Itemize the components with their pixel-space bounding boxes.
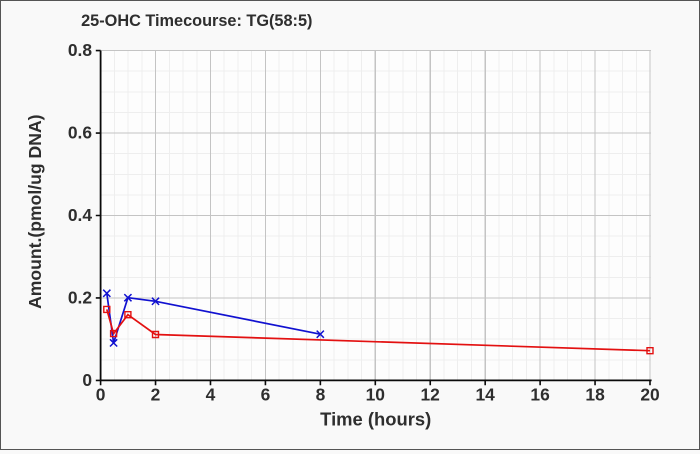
svg-text:16: 16 [530, 385, 550, 405]
svg-text:8: 8 [316, 385, 326, 405]
svg-text:0.4: 0.4 [68, 205, 93, 225]
svg-text:0.2: 0.2 [68, 287, 92, 307]
svg-text:25-OHC Timecourse: TG(58:5): 25-OHC Timecourse: TG(58:5) [81, 12, 312, 30]
svg-text:Time (hours): Time (hours) [320, 409, 431, 430]
svg-text:0: 0 [82, 370, 92, 390]
svg-text:18: 18 [585, 385, 605, 405]
svg-text:Amount.(pmol/ug DNA): Amount.(pmol/ug DNA) [25, 114, 45, 308]
svg-text:14: 14 [476, 385, 496, 405]
svg-text:0: 0 [96, 385, 106, 405]
svg-text:12: 12 [421, 385, 440, 405]
svg-text:20: 20 [640, 385, 659, 405]
svg-text:6: 6 [261, 385, 271, 405]
svg-text:10: 10 [366, 385, 385, 405]
svg-text:2: 2 [151, 385, 161, 405]
svg-text:0.8: 0.8 [68, 40, 93, 60]
svg-text:4: 4 [206, 385, 216, 405]
svg-text:0.6: 0.6 [68, 122, 93, 142]
